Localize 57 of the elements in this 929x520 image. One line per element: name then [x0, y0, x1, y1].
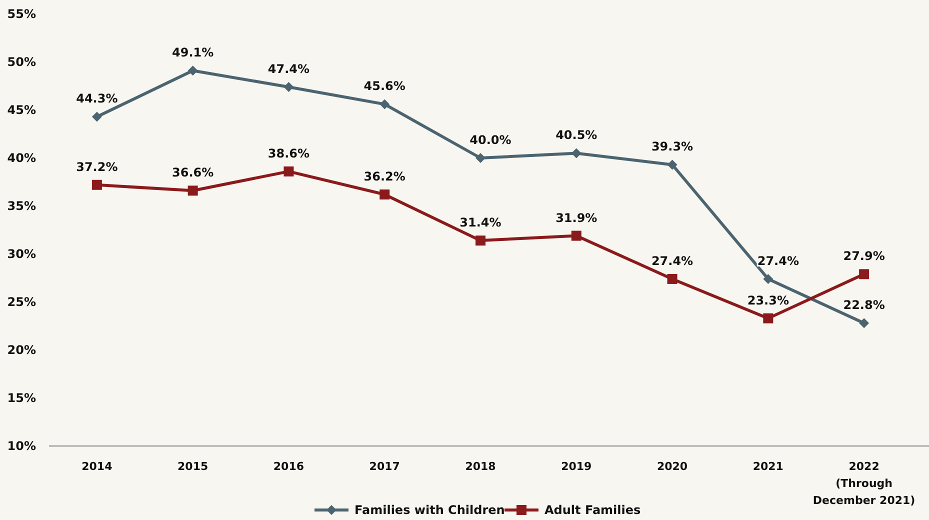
point	[380, 189, 390, 200]
data-label: 40.0%	[470, 133, 512, 147]
data-label: 39.3%	[651, 140, 694, 154]
data-label: 47.4%	[268, 62, 310, 76]
point	[380, 99, 390, 110]
y-tick-label: 30%	[7, 247, 36, 262]
point	[92, 112, 102, 122]
point	[667, 274, 678, 284]
data-label: 36.2%	[364, 169, 406, 184]
y-tick-label: 35%	[7, 199, 36, 214]
y-tick-label: 45%	[7, 103, 36, 118]
y-tick-label: 40%	[7, 151, 36, 166]
y-tick-label: 20%	[7, 343, 36, 358]
y-tick-label: 25%	[7, 295, 36, 310]
x-tick-label: 2018	[465, 460, 496, 473]
data-label: 44.3%	[76, 92, 118, 106]
point	[571, 148, 582, 158]
x-tick-label: 2014	[82, 460, 113, 473]
data-label: 40.5%	[556, 128, 598, 142]
point	[284, 166, 294, 176]
point	[763, 313, 774, 324]
data-label: 22.8%	[843, 298, 885, 312]
legend-label: Adult Families	[544, 503, 641, 518]
point	[859, 269, 870, 280]
data-label: 31.9%	[556, 210, 598, 225]
data-label: 27.4%	[757, 254, 799, 268]
x-tick-label: 2017	[369, 460, 400, 473]
data-label: 37.2%	[76, 160, 118, 174]
point	[571, 230, 582, 241]
point	[859, 318, 870, 328]
point	[188, 66, 198, 76]
point	[188, 186, 198, 196]
legend-label: Families with Children	[354, 503, 505, 518]
data-label: 36.6%	[172, 166, 214, 180]
x-tick-label: 2022 (Through December 2021)	[812, 460, 916, 507]
y-tick-label: 55%	[7, 7, 36, 22]
point	[667, 160, 678, 170]
x-tick-label: 2016	[273, 460, 304, 473]
data-label: 27.9%	[843, 249, 885, 264]
data-label: 23.3%	[747, 293, 789, 308]
point	[476, 236, 486, 246]
x-tick-label: 2021	[752, 460, 784, 473]
data-label: 49.1%	[172, 46, 214, 60]
point	[92, 180, 102, 190]
x-tick-label: 2019	[561, 460, 592, 473]
point	[763, 274, 774, 284]
y-tick-label: 15%	[7, 391, 36, 406]
y-tick-label: 10%	[7, 439, 36, 454]
y-tick-label: 50%	[7, 55, 36, 70]
data-label: 38.6%	[268, 146, 310, 160]
data-label: 45.6%	[364, 79, 406, 94]
x-tick-label: 2015	[178, 460, 208, 473]
point	[284, 82, 294, 92]
data-label: 27.4%	[651, 254, 694, 268]
x-tick-label: 2020	[656, 460, 688, 473]
point	[476, 153, 486, 163]
data-label: 31.4%	[460, 216, 502, 230]
